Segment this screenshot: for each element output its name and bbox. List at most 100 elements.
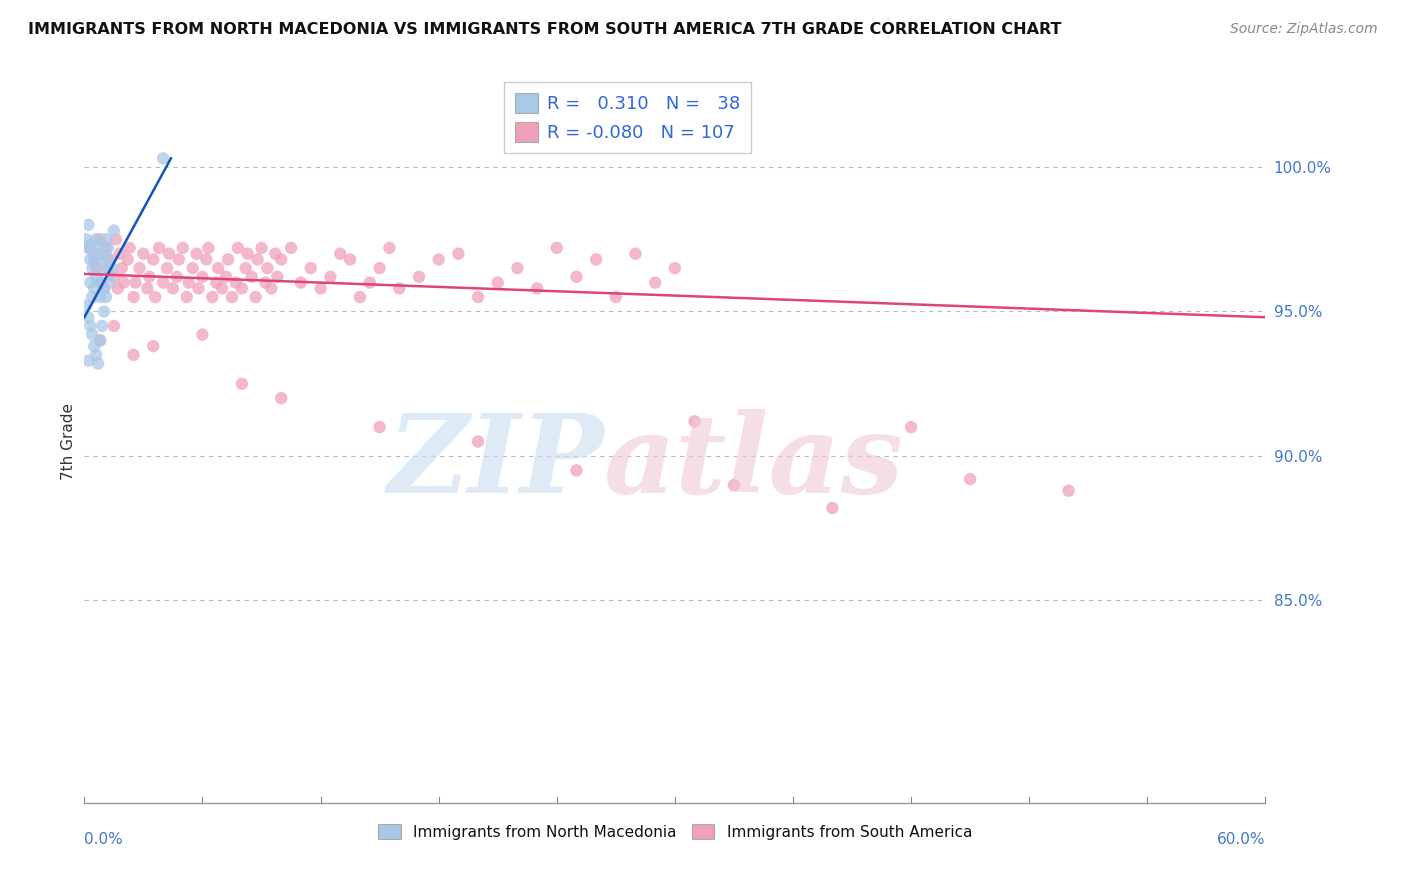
Text: IMMIGRANTS FROM NORTH MACEDONIA VS IMMIGRANTS FROM SOUTH AMERICA 7TH GRADE CORRE: IMMIGRANTS FROM NORTH MACEDONIA VS IMMIG…	[28, 22, 1062, 37]
Text: 60.0%: 60.0%	[1218, 831, 1265, 847]
Point	[79, 276, 101, 290]
Point	[900, 420, 922, 434]
Point	[148, 241, 170, 255]
Point	[136, 281, 159, 295]
Point	[107, 281, 129, 295]
Point	[221, 290, 243, 304]
Point	[1057, 483, 1080, 498]
Point	[108, 246, 131, 260]
Point	[94, 290, 117, 304]
Point	[368, 420, 391, 434]
Point	[101, 261, 124, 276]
Point	[75, 299, 97, 313]
Point	[959, 472, 981, 486]
Text: ZIP: ZIP	[388, 409, 605, 517]
Point	[91, 246, 114, 260]
Point	[87, 252, 110, 267]
Point	[506, 261, 529, 276]
Point	[84, 269, 107, 284]
Point	[368, 261, 391, 276]
Point	[112, 276, 135, 290]
Point	[723, 478, 745, 492]
Point	[486, 276, 509, 290]
Point	[644, 276, 666, 290]
Point	[122, 290, 145, 304]
Point	[77, 310, 100, 325]
Point	[79, 238, 101, 252]
Point	[82, 261, 104, 276]
Point	[256, 261, 278, 276]
Point	[91, 276, 114, 290]
Point	[264, 246, 287, 260]
Point	[118, 241, 141, 255]
Text: 0.0%: 0.0%	[84, 831, 124, 847]
Point	[250, 241, 273, 255]
Point	[195, 252, 218, 267]
Point	[245, 290, 267, 304]
Point	[87, 357, 110, 371]
Point	[624, 246, 647, 260]
Point	[87, 241, 110, 255]
Point	[84, 348, 107, 362]
Point	[211, 281, 233, 295]
Point	[89, 290, 111, 304]
Point	[122, 348, 145, 362]
Point	[93, 261, 115, 276]
Point	[91, 318, 114, 333]
Point	[447, 246, 470, 260]
Point	[664, 261, 686, 276]
Point	[207, 261, 229, 276]
Point	[89, 334, 111, 348]
Point	[94, 241, 117, 255]
Point	[236, 246, 259, 260]
Point	[217, 252, 239, 267]
Point	[408, 269, 430, 284]
Point	[191, 327, 214, 342]
Point	[93, 281, 115, 295]
Point	[77, 353, 100, 368]
Point	[132, 246, 155, 260]
Point	[359, 276, 381, 290]
Point	[97, 252, 120, 267]
Point	[821, 501, 844, 516]
Point	[186, 246, 208, 260]
Point	[75, 232, 97, 246]
Text: Source: ZipAtlas.com: Source: ZipAtlas.com	[1230, 22, 1378, 37]
Point	[98, 276, 121, 290]
Point	[231, 376, 253, 391]
Point	[156, 261, 179, 276]
Text: atlas: atlas	[605, 409, 904, 517]
Point	[467, 290, 489, 304]
Point	[111, 261, 134, 276]
Point	[103, 269, 125, 284]
Point	[82, 290, 104, 304]
Point	[215, 269, 238, 284]
Point	[142, 252, 165, 267]
Point	[280, 241, 302, 255]
Point	[83, 281, 105, 295]
Point	[94, 232, 117, 246]
Point	[138, 269, 160, 284]
Point	[128, 261, 150, 276]
Point	[103, 223, 125, 237]
Point	[299, 261, 322, 276]
Point	[546, 241, 568, 255]
Point	[231, 281, 253, 295]
Point	[104, 232, 127, 246]
Point	[82, 327, 104, 342]
Point	[93, 304, 115, 318]
Point	[205, 276, 228, 290]
Point	[152, 276, 174, 290]
Point	[388, 281, 411, 295]
Point	[201, 290, 224, 304]
Point	[89, 232, 111, 246]
Point	[87, 246, 110, 260]
Point	[79, 252, 101, 267]
Point	[157, 246, 180, 260]
Point	[77, 241, 100, 255]
Point	[124, 276, 146, 290]
Point	[83, 252, 105, 267]
Point	[177, 276, 200, 290]
Point	[162, 281, 184, 295]
Point	[270, 391, 292, 405]
